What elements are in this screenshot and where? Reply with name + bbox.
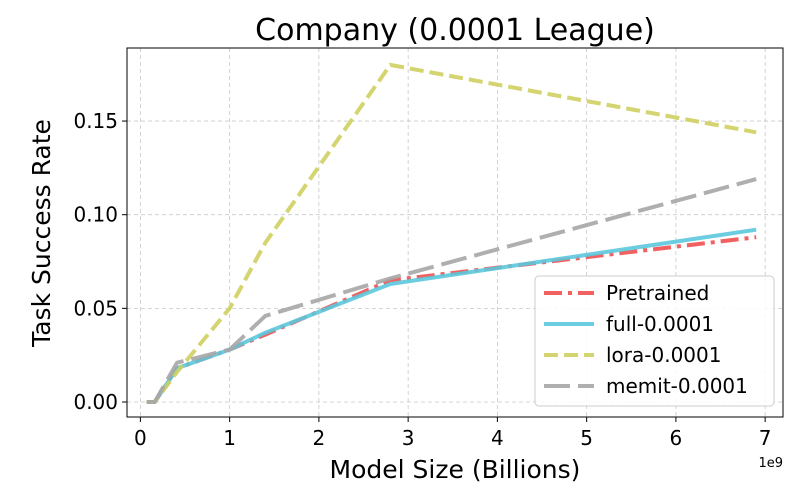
y-tick-label: 0.10: [73, 203, 118, 227]
x-offset-label: 1e9: [758, 456, 783, 471]
x-tick-label: 7: [759, 426, 772, 450]
x-tick-label: 1: [223, 426, 236, 450]
x-tick-label: 4: [491, 426, 504, 450]
series-line-memit-0-0001: [146, 177, 757, 404]
y-axis-label: Task Success Rate: [27, 119, 56, 348]
x-tick-label: 2: [313, 426, 326, 450]
legend-label: lora-0.0001: [606, 343, 721, 367]
series-lines: [146, 62, 757, 404]
x-tick-label: 0: [134, 426, 147, 450]
plot-frame: [126, 47, 784, 418]
x-tick-label: 3: [402, 426, 415, 450]
legend-label: Pretrained: [606, 281, 709, 305]
y-tick-label: 0.05: [73, 296, 118, 320]
legend: Pretrained full-0.0001 lora-0.0001 memit-0.…: [534, 275, 775, 407]
legend-label: full-0.0001: [606, 312, 714, 336]
y-tick-label: 0.15: [73, 109, 118, 133]
legend-label: memit-0.0001: [606, 374, 748, 398]
axis-ticks: 0 1 2 3 4 5 6 7 0.00 0.05 0.10 0.15: [73, 109, 771, 450]
x-axis-label: Model Size (Billions): [330, 455, 581, 484]
x-tick-label: 6: [670, 426, 683, 450]
legend-box: [534, 275, 775, 407]
x-tick-label: 5: [580, 426, 593, 450]
chart-title: Company (0.0001 League): [255, 13, 655, 48]
y-tick-label: 0.00: [73, 390, 118, 414]
